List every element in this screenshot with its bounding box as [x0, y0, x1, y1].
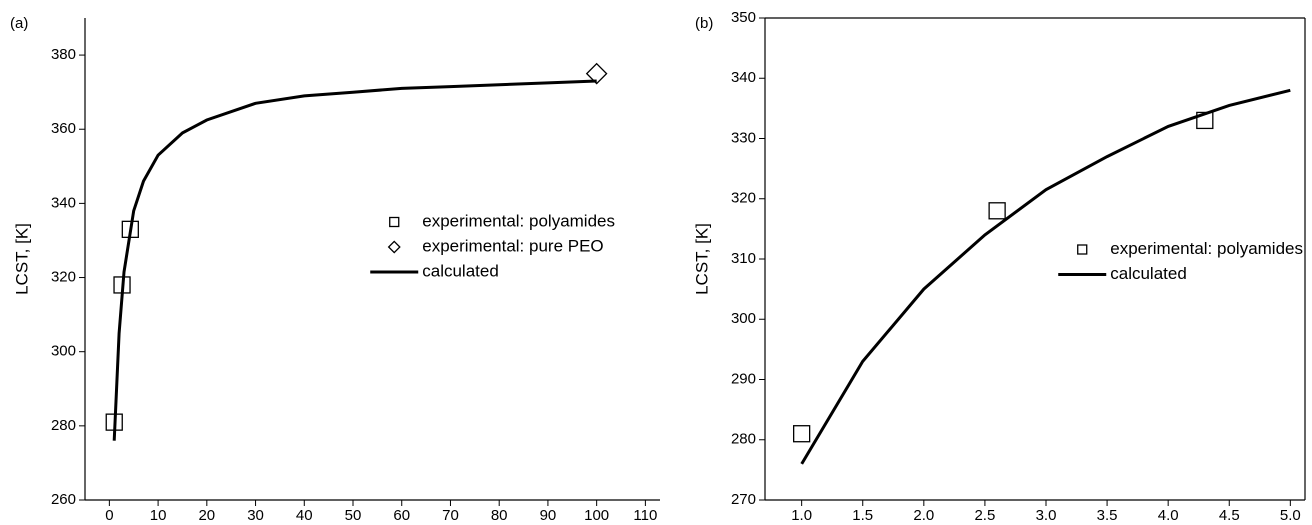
marker-square — [389, 216, 400, 228]
y-tick-label: 320 — [731, 190, 756, 207]
y-tick-label: 290 — [731, 370, 756, 387]
x-tick-label: 20 — [198, 507, 215, 524]
y-tick-label: 340 — [731, 69, 756, 86]
y-tick-label: 310 — [731, 250, 756, 267]
y-tick-label: 260 — [51, 491, 76, 508]
legend-text: experimental: pure PEO — [422, 236, 603, 255]
x-tick-label: 1.0 — [791, 507, 812, 524]
marker-square — [1077, 244, 1088, 255]
y-tick-label: 330 — [731, 129, 756, 146]
marker-diamond — [387, 240, 401, 254]
marker-square — [793, 425, 811, 443]
x-tick-label: 3.0 — [1036, 507, 1057, 524]
x-tick-label: 50 — [345, 507, 362, 524]
panel-label: (a) — [10, 15, 28, 32]
x-tick-label: 3.5 — [1097, 507, 1118, 524]
marker-diamond — [585, 62, 608, 85]
y-tick-label: 280 — [51, 417, 76, 434]
y-tick-label: 360 — [51, 120, 76, 137]
x-tick-label: 10 — [150, 507, 167, 524]
y-tick-label: 350 — [731, 9, 756, 26]
x-tick-label: 2.0 — [913, 507, 934, 524]
legend-text: calculated — [1110, 264, 1187, 283]
x-tick-label: 5.0 — [1280, 507, 1301, 524]
panel-label: (b) — [695, 15, 713, 32]
x-tick-label: 100 — [584, 507, 609, 524]
x-tick-label: 4.5 — [1219, 507, 1240, 524]
y-tick-label: 300 — [731, 310, 756, 327]
x-tick-label: 40 — [296, 507, 313, 524]
x-tick-label: 4.0 — [1158, 507, 1179, 524]
legend-text: calculated — [422, 261, 499, 280]
legend-text: experimental: polyamides — [1110, 239, 1303, 258]
marker-square — [988, 202, 1006, 220]
x-tick-label: 30 — [247, 507, 264, 524]
y-axis-label: LCST, [K] — [692, 223, 711, 295]
x-tick-label: 2.5 — [974, 507, 995, 524]
x-tick-label: 110 — [633, 507, 657, 524]
x-tick-label: 70 — [442, 507, 459, 524]
y-tick-label: 380 — [51, 46, 76, 63]
y-tick-label: 270 — [731, 491, 756, 508]
x-tick-label: 0 — [105, 507, 113, 524]
x-tick-label: 1.5 — [852, 507, 873, 524]
y-tick-label: 340 — [51, 194, 76, 211]
y-tick-label: 320 — [51, 269, 76, 286]
legend-text: experimental: polyamides — [422, 211, 615, 230]
y-tick-label: 300 — [51, 343, 76, 360]
y-axis-label: LCST, [K] — [12, 223, 31, 295]
calculated-line — [800, 88, 1291, 465]
x-tick-label: 60 — [393, 507, 410, 524]
x-tick-label: 90 — [540, 507, 557, 524]
x-tick-label: 80 — [491, 507, 508, 524]
calculated-line — [112, 79, 597, 441]
y-tick-label: 280 — [731, 431, 756, 448]
